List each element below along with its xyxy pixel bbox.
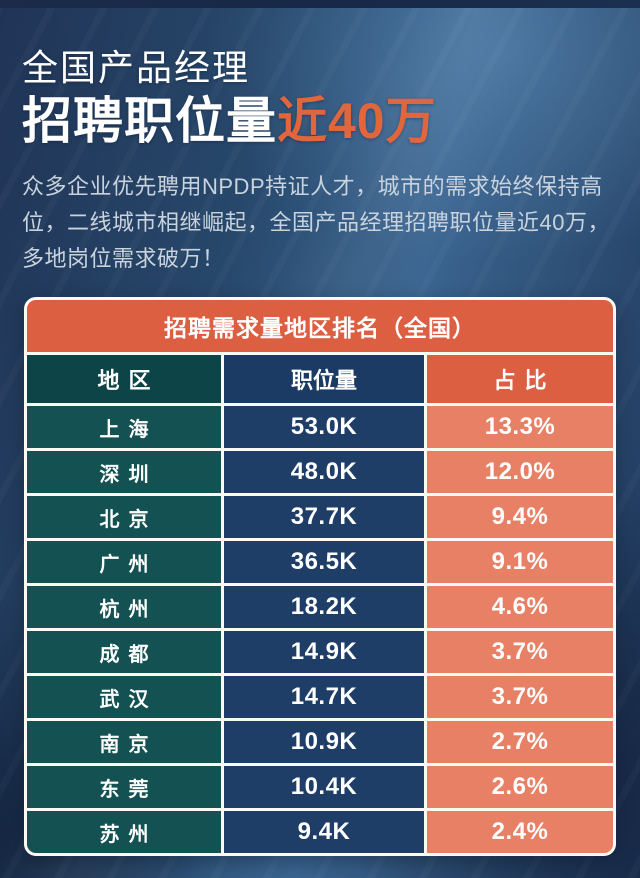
positions-cell: 18.2K [224,586,424,629]
table-row: 杭州 18.2K 4.6% [27,586,613,629]
positions-cell: 10.9K [224,721,424,764]
share-cell: 9.1% [427,541,613,584]
positions-cell: 48.0K [224,451,424,494]
page-title-line2-accent: 近40万 [277,93,437,150]
table-header-row: 地区 职位量 占比 [27,355,613,404]
share-cell: 3.7% [427,676,613,719]
share-cell: 9.4% [427,496,613,539]
region-cell: 苏州 [27,811,221,854]
table-row: 深圳 48.0K 12.0% [27,451,613,494]
positions-cell: 37.7K [224,496,424,539]
page-title-line2: 招聘职位量近40万 [22,93,618,149]
table-row: 南京 10.9K 2.7% [27,721,613,764]
share-cell: 13.3% [427,406,613,449]
region-cell: 北京 [27,496,221,539]
positions-cell: 14.9K [224,631,424,674]
column-header-positions: 职位量 [224,355,424,404]
share-cell: 2.4% [427,811,613,854]
ranking-table: 招聘需求量地区排名（全国） 地区 职位量 占比 上海 53.0K 13.3% 深… [24,297,616,857]
table-row: 广州 36.5K 9.1% [27,541,613,584]
table-row: 上海 53.0K 13.3% [27,406,613,449]
table-body: 上海 53.0K 13.3% 深圳 48.0K 12.0% 北京 37.7K 9… [27,406,613,854]
positions-cell: 10.4K [224,766,424,809]
positions-cell: 9.4K [224,811,424,854]
column-header-share: 占比 [427,355,613,404]
region-cell: 南京 [27,721,221,764]
table-row: 武汉 14.7K 3.7% [27,676,613,719]
positions-cell: 53.0K [224,406,424,449]
hero-description: 众多企业优先聘用NPDP持证人才，城市的需求始终保持高位，二线城市相继崛起，全国… [22,174,610,272]
region-cell: 东莞 [27,766,221,809]
region-cell: 武汉 [27,676,221,719]
region-cell: 杭州 [27,586,221,629]
column-header-region: 地区 [27,355,221,404]
table-title: 招聘需求量地区排名（全国） [27,300,613,353]
page-title-line2-white: 招聘职位量 [22,93,277,150]
table-row: 苏州 9.4K 2.4% [27,811,613,854]
top-band [0,0,640,8]
region-cell: 深圳 [27,451,221,494]
hero-section: 全国产品经理 招聘职位量近40万 众多企业优先聘用NPDP持证人才，城市的需求始… [0,8,640,277]
table-row: 成都 14.9K 3.7% [27,631,613,674]
page-title-line1: 全国产品经理 [22,47,251,88]
region-cell: 广州 [27,541,221,584]
table-row: 东莞 10.4K 2.6% [27,766,613,809]
positions-cell: 14.7K [224,676,424,719]
share-cell: 2.6% [427,766,613,809]
share-cell: 4.6% [427,586,613,629]
table-row: 北京 37.7K 9.4% [27,496,613,539]
region-cell: 上海 [27,406,221,449]
share-cell: 2.7% [427,721,613,764]
region-cell: 成都 [27,631,221,674]
share-cell: 3.7% [427,631,613,674]
share-cell: 12.0% [427,451,613,494]
positions-cell: 36.5K [224,541,424,584]
